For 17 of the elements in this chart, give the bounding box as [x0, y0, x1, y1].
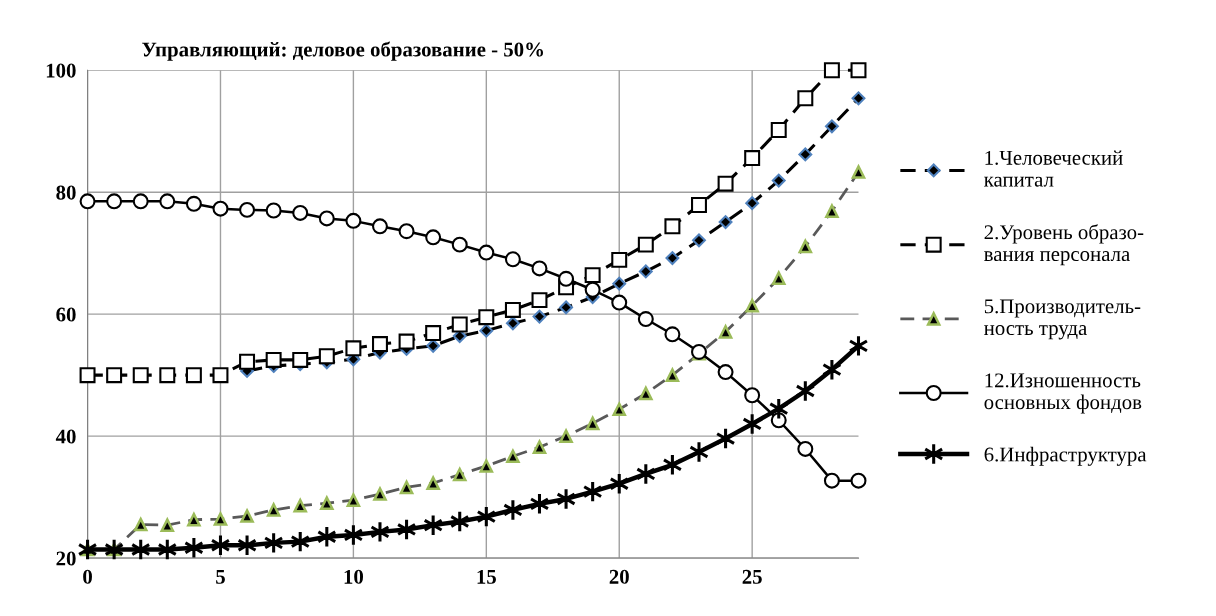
x-tick-label: 25 [742, 569, 762, 584]
x-tick-label: 0 [83, 569, 92, 584]
y-tick-label: 20 [56, 551, 76, 566]
x-tick-label: 10 [344, 569, 364, 584]
y-tick-label: 40 [55, 429, 76, 444]
y-tick-label: 60 [56, 307, 76, 322]
legend-label: 12.Изношенность основных фондов [984, 373, 1142, 414]
y-tick-label: 100 [46, 63, 76, 78]
legend-label: 5.Производитель- ность труда [984, 299, 1141, 340]
legend-label: 2.Уровень образо- вания персонала [984, 224, 1144, 266]
x-tick-label: 15 [477, 569, 496, 584]
legend-label: 1.Человеческий капитал [984, 150, 1123, 187]
x-tick-label: 5 [216, 570, 225, 584]
x-tick-label: 20 [609, 569, 629, 584]
legend-label: 6.Инфраструктура [984, 446, 1147, 466]
y-tick-label: 80 [56, 185, 76, 200]
chart-title: Управляющий: деловое образование - 50% [142, 41, 544, 61]
